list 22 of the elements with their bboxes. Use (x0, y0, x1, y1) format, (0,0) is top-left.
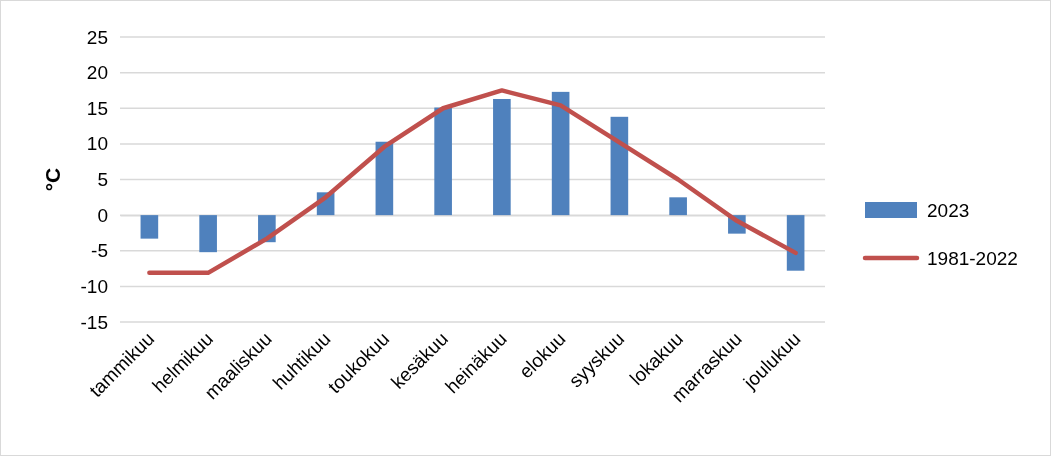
y-tick-label: -5 (91, 240, 108, 262)
y-tick-label: -15 (80, 311, 108, 333)
y-tick-label: 15 (86, 97, 108, 119)
y-tick-label: 0 (97, 204, 108, 226)
bar (610, 116, 629, 216)
legend-label: 1981-2022 (927, 247, 1018, 269)
y-tick-label: 20 (86, 62, 108, 84)
y-axis-title: °C (41, 167, 64, 192)
bar (493, 98, 511, 216)
bar (786, 215, 805, 271)
line-series (147, 88, 798, 276)
y-tick-label: 10 (86, 133, 108, 155)
bar (434, 107, 452, 216)
y-tick-label: -10 (80, 275, 108, 297)
y-tick-label: 5 (97, 169, 108, 191)
bar (140, 215, 159, 239)
bar (551, 91, 570, 216)
y-tick-label: 25 (86, 26, 108, 48)
bar (199, 215, 217, 253)
bar (375, 141, 394, 216)
legend-label: 2023 (927, 199, 970, 221)
bar (669, 197, 687, 216)
